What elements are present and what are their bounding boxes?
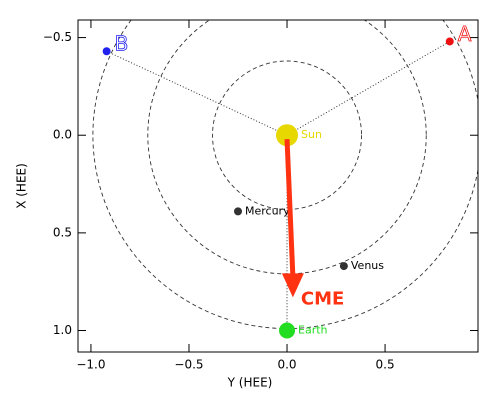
x-tick-label: −0.5 xyxy=(174,358,203,372)
body-marker xyxy=(276,124,299,147)
body-label: A xyxy=(458,22,472,46)
y-tick-label: −0.5 xyxy=(43,30,72,44)
sight-line xyxy=(106,50,288,136)
body-marker xyxy=(279,322,296,339)
body-label: Sun xyxy=(301,128,322,141)
plot-frame xyxy=(77,19,479,353)
body-marker xyxy=(445,37,454,46)
x-axis-label: Y (HEE) xyxy=(227,376,273,390)
x-tick-label: −1.0 xyxy=(76,358,105,372)
x-tick-label: 0.5 xyxy=(376,358,395,372)
body-label: Venus xyxy=(351,259,384,272)
y-tick-label: 0.5 xyxy=(53,225,72,239)
body-label: Earth xyxy=(298,324,328,337)
body-marker xyxy=(234,207,242,216)
body-label: B xyxy=(115,32,129,56)
x-tick-label: 0.0 xyxy=(277,358,296,372)
body-marker xyxy=(102,47,111,56)
orbit xyxy=(212,60,362,210)
cme-arrow-head xyxy=(281,273,304,298)
body-marker xyxy=(339,262,348,271)
y-axis-label: X (HEE) xyxy=(15,163,29,209)
y-tick-label: 0.0 xyxy=(53,128,72,142)
cme-label: CME xyxy=(301,288,344,309)
cme-arrow-shaft xyxy=(284,139,296,278)
y-tick-label: 1.0 xyxy=(53,323,72,337)
body-label: Mercury xyxy=(245,204,290,217)
sight-line xyxy=(286,41,451,136)
